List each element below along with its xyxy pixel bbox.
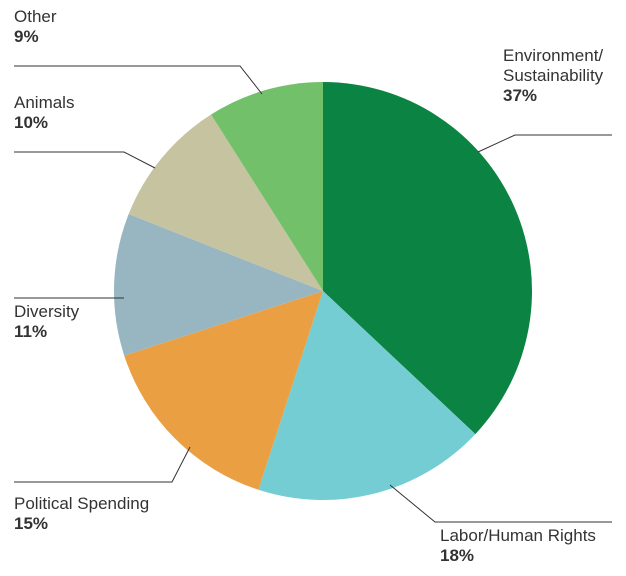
slice-label-labor-human-rights: Labor/Human Rights 18% bbox=[440, 526, 596, 566]
slice-category-environment-sustainability-line2: Sustainability bbox=[503, 66, 604, 85]
slice-percent-political-spending: 15% bbox=[14, 514, 49, 533]
leader-line-animals bbox=[14, 151, 156, 169]
slice-label-animals: Animals 10% bbox=[14, 93, 74, 133]
slice-category-diversity: Diversity bbox=[14, 302, 80, 321]
pie-slice-environment-sustainability bbox=[323, 82, 532, 435]
slice-category-environment-sustainability: Environment/ bbox=[503, 46, 604, 65]
slice-category-political-spending: Political Spending bbox=[14, 494, 150, 513]
slice-label-political-spending: Political Spending 15% bbox=[14, 494, 149, 534]
pie-slice-labor-human-rights bbox=[258, 291, 476, 500]
pie-slice-animals bbox=[128, 114, 323, 291]
leader-line-environment-sustainability bbox=[477, 134, 612, 153]
leader-line-labor-human-rights bbox=[389, 484, 612, 523]
leader-line-political-spending bbox=[14, 446, 191, 483]
slice-percent-labor-human-rights: 18% bbox=[440, 546, 475, 565]
slice-category-labor-human-rights: Labor/Human Rights bbox=[440, 526, 596, 545]
slice-label-environment-sustainability: Environment/Sustainability 37% bbox=[503, 46, 603, 106]
slice-percent-other: 9% bbox=[14, 27, 39, 46]
slice-label-other: Other 9% bbox=[14, 7, 57, 47]
slice-category-animals: Animals bbox=[14, 93, 75, 112]
pie-slice-diversity bbox=[114, 214, 324, 356]
pie-slice-political-spending bbox=[124, 291, 323, 490]
slice-category-other: Other bbox=[14, 7, 57, 26]
slice-percent-animals: 10% bbox=[14, 113, 49, 132]
slice-percent-diversity: 11% bbox=[14, 322, 48, 341]
pie-slice-other bbox=[211, 82, 323, 291]
slice-label-diversity: Diversity 11% bbox=[14, 302, 79, 342]
leader-line-other bbox=[14, 65, 263, 95]
slice-percent-environment-sustainability: 37% bbox=[503, 86, 538, 105]
